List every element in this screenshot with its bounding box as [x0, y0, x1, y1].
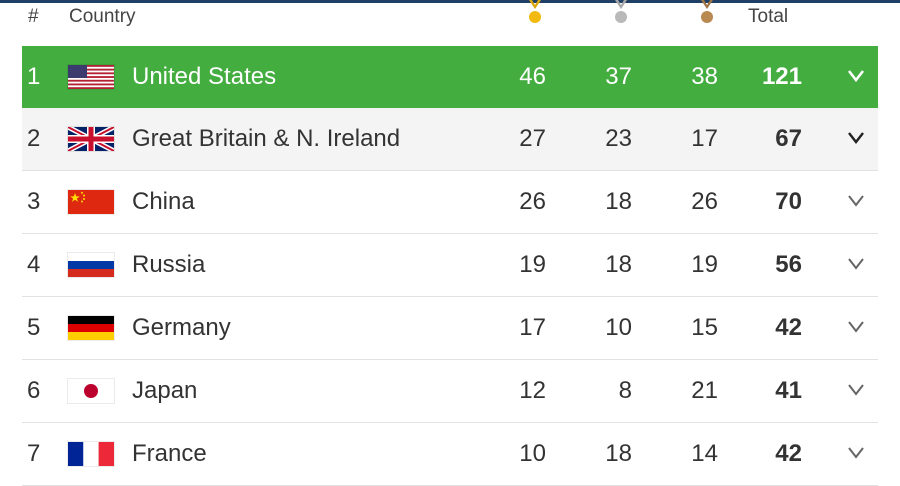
germany-flag-icon: [68, 316, 114, 340]
silver-count: 10: [605, 314, 632, 341]
rank-cell: 3: [27, 188, 41, 215]
rank-cell: 1: [27, 63, 41, 90]
gold-count: 26: [519, 188, 546, 215]
total-count: 56: [775, 251, 802, 278]
china-flag-icon: [68, 190, 114, 214]
chevron-down-icon[interactable]: [847, 382, 865, 398]
gold-count: 27: [519, 125, 546, 152]
total-count: 42: [775, 440, 802, 467]
chevron-down-icon[interactable]: [847, 319, 865, 335]
chevron-down-icon[interactable]: [847, 130, 865, 146]
total-count: 41: [775, 377, 802, 404]
gold-medal-icon[interactable]: [523, 0, 547, 26]
total-count: 121: [761, 63, 802, 90]
table-row[interactable]: 7 France 10 18 14 42: [22, 423, 878, 486]
table-row[interactable]: 6 Japan 12 8 21 41: [22, 360, 878, 423]
top-bar: [0, 0, 900, 3]
country-name[interactable]: Russia: [132, 251, 206, 278]
country-name[interactable]: Germany: [132, 314, 231, 341]
silver-count: 18: [605, 440, 632, 467]
gold-count: 12: [519, 377, 546, 404]
total-header[interactable]: Total: [748, 6, 789, 27]
total-count: 67: [775, 125, 802, 152]
table-row[interactable]: 3 China 26 18 26 70: [22, 171, 878, 234]
table-row[interactable]: 2 Great Britain & N. Ireland 27 23 17 67: [22, 108, 878, 171]
russia-flag-icon: [68, 253, 114, 277]
table-row[interactable]: 5 Germany 17 10 15 42: [22, 297, 878, 360]
total-count: 70: [775, 188, 802, 215]
table-row[interactable]: 4 Russia 19 18 19 56: [22, 234, 878, 297]
silver-count: 18: [605, 188, 632, 215]
chevron-down-icon[interactable]: [847, 193, 865, 209]
silver-medal-icon[interactable]: [609, 0, 633, 26]
bronze-count: 17: [691, 125, 718, 152]
total-count: 42: [775, 314, 802, 341]
bronze-count: 19: [691, 251, 718, 278]
silver-count: 18: [605, 251, 632, 278]
country-name[interactable]: Japan: [132, 377, 198, 404]
bronze-count: 26: [691, 188, 718, 215]
us-flag-icon: [68, 65, 114, 89]
country-name[interactable]: France: [132, 440, 207, 467]
table-row[interactable]: 1 United States 46 37 38 121: [22, 46, 878, 108]
country-name[interactable]: China: [132, 188, 195, 215]
silver-count: 8: [618, 377, 632, 404]
japan-flag-icon: [68, 379, 114, 403]
rank-cell: 4: [27, 251, 41, 278]
gold-count: 17: [519, 314, 546, 341]
chevron-down-icon[interactable]: [847, 68, 865, 84]
rank-cell: 6: [27, 377, 41, 404]
bronze-count: 15: [691, 314, 718, 341]
france-flag-icon: [68, 442, 114, 466]
bronze-medal-icon[interactable]: [695, 0, 719, 26]
bronze-count: 21: [691, 377, 718, 404]
silver-count: 37: [605, 63, 632, 90]
silver-count: 23: [605, 125, 632, 152]
country-name[interactable]: Great Britain & N. Ireland: [132, 125, 401, 152]
medal-table: # Country Total 1: [22, 0, 878, 486]
uk-flag-icon: [68, 127, 114, 151]
table-header: # Country Total: [22, 0, 878, 46]
rank-cell: 5: [27, 314, 41, 341]
country-header[interactable]: Country: [69, 6, 136, 27]
chevron-down-icon[interactable]: [847, 256, 865, 272]
rank-cell: 7: [27, 440, 41, 467]
chevron-down-icon[interactable]: [847, 445, 865, 461]
bronze-count: 38: [691, 63, 718, 90]
gold-count: 19: [519, 251, 546, 278]
gold-count: 46: [519, 63, 546, 90]
country-name[interactable]: United States: [132, 63, 277, 90]
gold-count: 10: [519, 440, 546, 467]
rank-header: #: [28, 6, 39, 27]
rank-cell: 2: [27, 125, 41, 152]
bronze-count: 14: [691, 440, 718, 467]
